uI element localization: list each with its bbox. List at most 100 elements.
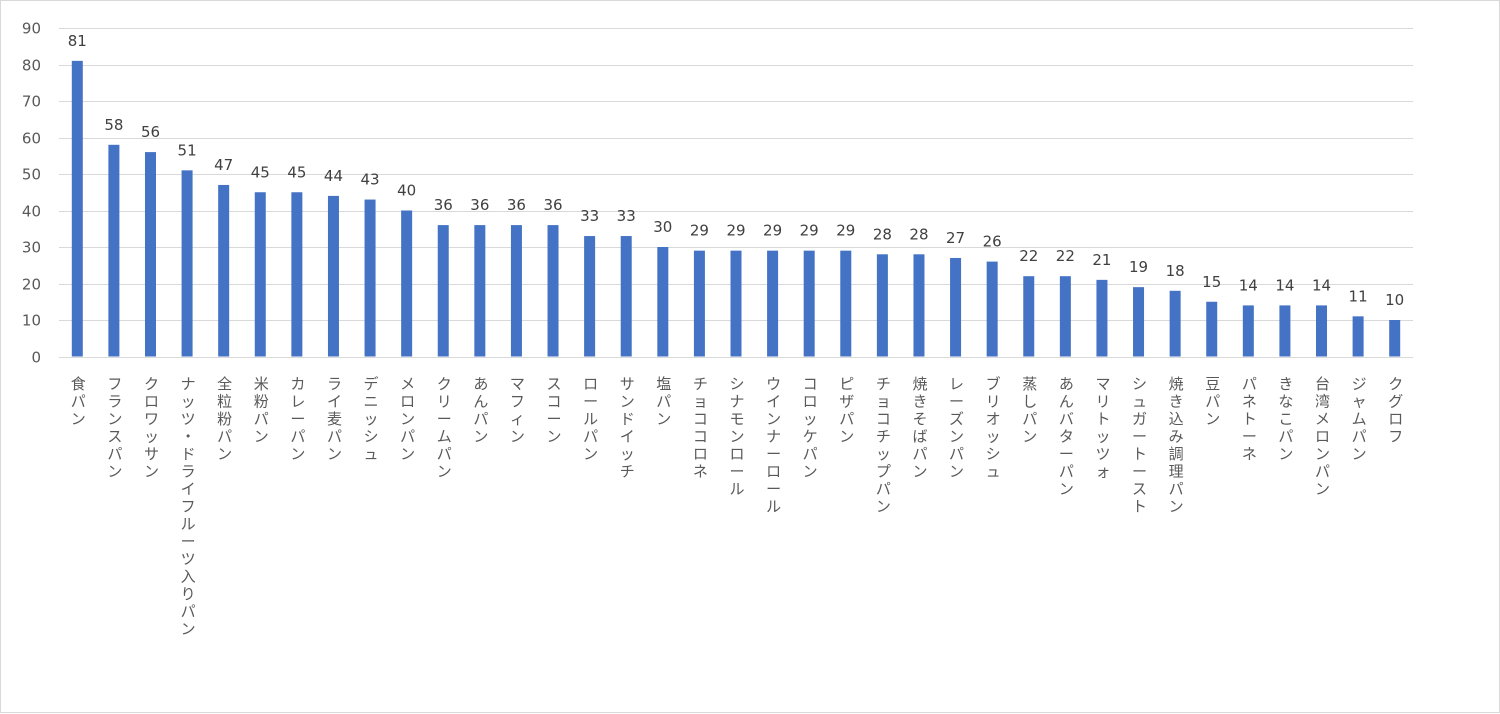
category-label: カレーパン: [290, 375, 305, 463]
data-label: 36: [470, 196, 489, 214]
category-label: コロッケパン: [803, 375, 818, 481]
data-label: 36: [543, 196, 562, 214]
data-label: 51: [178, 141, 197, 159]
data-label: 29: [726, 222, 745, 240]
category-label: シナモンロール: [729, 375, 744, 498]
data-label: 33: [580, 207, 599, 225]
bar: [913, 254, 925, 357]
bar: [108, 144, 120, 357]
bar: [767, 250, 779, 357]
data-label: 27: [946, 229, 965, 247]
y-tick-label: 70: [22, 93, 41, 111]
bar: [327, 195, 339, 357]
category-label: ロールパン: [583, 375, 598, 463]
bar: [584, 236, 596, 357]
category-label: チョココロネ: [693, 375, 708, 481]
category-label: 塩パン: [656, 375, 671, 428]
bar: [401, 210, 413, 357]
category-label: クロワッサン: [144, 375, 159, 481]
data-label: 43: [361, 171, 380, 189]
category-label: マフィン: [510, 375, 525, 446]
category-label: 台湾メロンパン: [1315, 375, 1330, 498]
data-label: 40: [397, 182, 416, 200]
data-label: 29: [690, 222, 709, 240]
bar: [291, 192, 303, 357]
y-axis-ticks: 0 10 20 30 40 50 60 70 80 90: [22, 20, 41, 367]
bar: [1242, 305, 1254, 357]
category-label: 蒸しパン: [1022, 375, 1037, 446]
category-label: スコーン: [547, 375, 562, 446]
data-label: 22: [1056, 247, 1075, 265]
data-label: 58: [104, 116, 123, 134]
category-label: クリームパン: [437, 375, 452, 481]
y-tick-label: 20: [22, 276, 41, 294]
bar: [1169, 290, 1181, 357]
bar: [620, 236, 632, 357]
bar: [1096, 279, 1108, 357]
bar: [1316, 305, 1328, 357]
data-label: 14: [1312, 276, 1331, 294]
category-label: 焼き込み調理パン: [1169, 375, 1184, 516]
data-label: 21: [1092, 251, 1111, 269]
category-label: サンドイッチ: [620, 375, 635, 481]
bar: [218, 184, 230, 357]
gridlines: [59, 28, 1413, 358]
category-label: パネトーネ: [1242, 375, 1257, 463]
data-label: 30: [653, 218, 672, 236]
bar: [1206, 301, 1218, 357]
bars: [71, 60, 1401, 357]
bar: [364, 199, 376, 357]
data-label: 29: [763, 222, 782, 240]
bar: [730, 250, 742, 357]
data-label: 18: [1166, 262, 1185, 280]
data-label: 81: [68, 32, 87, 50]
category-label: メロンパン: [400, 375, 415, 463]
data-label: 29: [836, 222, 855, 240]
category-label: マリトッツォ: [1095, 375, 1110, 481]
bar: [1389, 320, 1401, 357]
category-label: ナッツ・ドライフルーツ入りパン: [181, 375, 196, 638]
category-label: ウインナーロール: [766, 375, 781, 516]
category-label: デニッシュ: [364, 375, 379, 463]
y-tick-label: 10: [22, 312, 41, 330]
y-tick-label: 30: [22, 239, 41, 257]
data-label: 36: [434, 196, 453, 214]
bar: [693, 250, 705, 357]
category-label: レーズンパン: [949, 375, 964, 481]
bar: [657, 247, 669, 357]
data-label: 36: [507, 196, 526, 214]
bar: [510, 225, 522, 357]
category-label: ライ麦パン: [327, 375, 342, 463]
data-label: 28: [873, 225, 892, 243]
category-label: クグロフ: [1388, 375, 1403, 446]
bar: [1023, 276, 1035, 357]
bar: [474, 225, 486, 357]
category-label: きなこパン: [1278, 375, 1293, 463]
y-tick-label: 60: [22, 130, 41, 148]
category-label: あんバターパン: [1059, 375, 1074, 498]
bar: [950, 257, 962, 357]
data-label: 10: [1385, 291, 1404, 309]
data-label: 26: [983, 233, 1002, 251]
y-tick-label: 40: [22, 203, 41, 221]
category-label: 全粒粉パン: [217, 375, 232, 463]
bar: [986, 261, 998, 357]
bar: [1133, 287, 1145, 357]
bar: [144, 152, 156, 357]
bar: [181, 170, 193, 357]
data-label: 33: [617, 207, 636, 225]
data-label: 28: [909, 225, 928, 243]
category-label: 焼きそばパン: [912, 375, 927, 481]
category-label: あんパン: [473, 375, 488, 446]
bar: [1279, 305, 1291, 357]
y-tick-label: 50: [22, 166, 41, 184]
category-label: シュガートースト: [1132, 375, 1147, 516]
data-label: 47: [214, 156, 233, 174]
data-label: 14: [1275, 276, 1294, 294]
category-label: ブリオッシュ: [986, 375, 1001, 481]
bar: [547, 225, 559, 357]
data-labels: 81 58 56 51 47 45 45 44 43 40 36 36 36 36 33 33 30 29 29 29…: [68, 32, 1404, 309]
data-label: 22: [1019, 247, 1038, 265]
